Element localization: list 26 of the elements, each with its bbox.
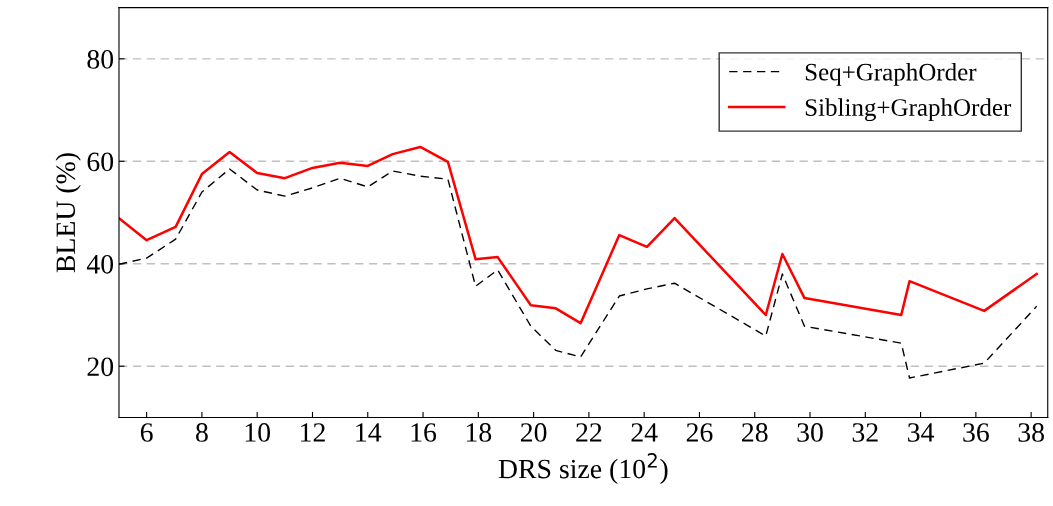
x-tick-label: 30 (797, 423, 823, 442)
x-tick-label: 26 (686, 423, 713, 442)
y-tick-label: 40 (86, 254, 114, 274)
x-tick-label: 20 (520, 423, 547, 442)
x-tick-label: 24 (631, 423, 658, 442)
line-series (118, 145, 1038, 325)
legend-label: Sibling+GraphOrder (805, 98, 1012, 122)
x-tick-label: 8 (196, 423, 208, 442)
y-tick-label: 80 (87, 49, 114, 69)
legend-label: Seq+GraphOrder (805, 63, 977, 86)
x-tick-label: 22 (576, 423, 602, 442)
y-tick-label: 20 (87, 357, 114, 377)
y-tick-label: 60 (87, 152, 114, 172)
x-tick-label: 14 (356, 423, 382, 442)
x-tick-label: 12 (301, 423, 325, 442)
x-tick-label: 34 (908, 423, 935, 442)
x-tick-label: 10 (245, 423, 271, 442)
x-axis-title: DRS size (10$^{2}$) (498, 453, 668, 485)
x-tick-label: 36 (963, 423, 989, 442)
x-tick-label: 38 (1018, 423, 1044, 442)
y-axis-title: BLEU (%) (55, 153, 81, 273)
x-tick-label: 28 (742, 423, 768, 442)
x-tick-label: 32 (852, 423, 878, 442)
x-tick-label: 6 (140, 423, 153, 442)
x-tick-label: 16 (411, 423, 437, 442)
x-tick-label: 18 (466, 423, 492, 442)
